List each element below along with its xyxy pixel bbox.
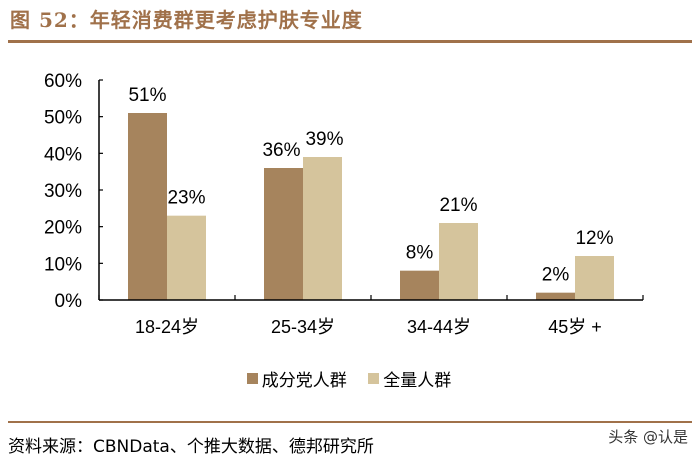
y-tick-label: 0%: [55, 291, 83, 312]
bar-series: 51% 36% 8% 2% 23% 39% 21% 12%: [128, 85, 614, 300]
legend-label: 全量人群: [383, 371, 452, 391]
bar-chart: 0% 10% 20% 30% 40% 50% 60% 51% 36% 8% 2% 23% 39% 21%…: [44, 71, 644, 337]
y-tick-label: 10%: [44, 254, 82, 275]
bar: [400, 270, 439, 300]
bar: [439, 223, 478, 300]
x-tick-label: 34-44岁: [407, 317, 471, 337]
x-axis: 18-24岁 25-34岁 34-44岁 45岁 +: [98, 295, 644, 337]
bar: [264, 168, 303, 300]
data-label: 8%: [406, 243, 434, 264]
data-label: 51%: [128, 85, 166, 106]
bar: [575, 256, 614, 300]
legend-label: 成分党人群: [261, 371, 347, 391]
y-tick-label: 30%: [44, 181, 82, 202]
data-label: 23%: [167, 188, 205, 209]
data-label: 12%: [575, 228, 613, 249]
x-tick-label: 45岁 +: [548, 317, 602, 337]
bar: [303, 157, 342, 300]
y-axis: 0% 10% 20% 30% 40% 50% 60%: [44, 71, 103, 312]
data-label: 2%: [542, 265, 570, 286]
footer-divider: [8, 421, 692, 423]
legend-swatch-icon: [246, 373, 258, 384]
x-tick-label: 25-34岁: [271, 317, 335, 337]
bar: [167, 215, 206, 300]
legend-item-series-2: 全量人群: [368, 366, 451, 391]
y-tick-label: 60%: [44, 71, 82, 92]
chart-title: 图 52：年轻消费群更考虑护肤专业度: [10, 8, 363, 32]
y-tick-label: 20%: [44, 218, 82, 239]
data-label: 36%: [262, 140, 300, 161]
y-tick-label: 50%: [44, 108, 82, 129]
title-divider: [8, 40, 692, 43]
bar: [128, 113, 167, 300]
data-label: 21%: [439, 195, 477, 216]
data-label: 39%: [305, 129, 343, 150]
chart-legend: 成分党人群 全量人群: [0, 366, 698, 391]
bar: [536, 292, 575, 300]
source-note: 资料来源：CBNData、个推大数据、德邦研究所: [8, 437, 374, 457]
x-tick-label: 18-24岁: [135, 317, 199, 337]
watermark: 头条 @认是: [608, 428, 688, 446]
legend-item-series-1: 成分党人群: [246, 366, 347, 391]
legend-swatch-icon: [368, 373, 380, 384]
y-tick-label: 40%: [44, 144, 82, 165]
